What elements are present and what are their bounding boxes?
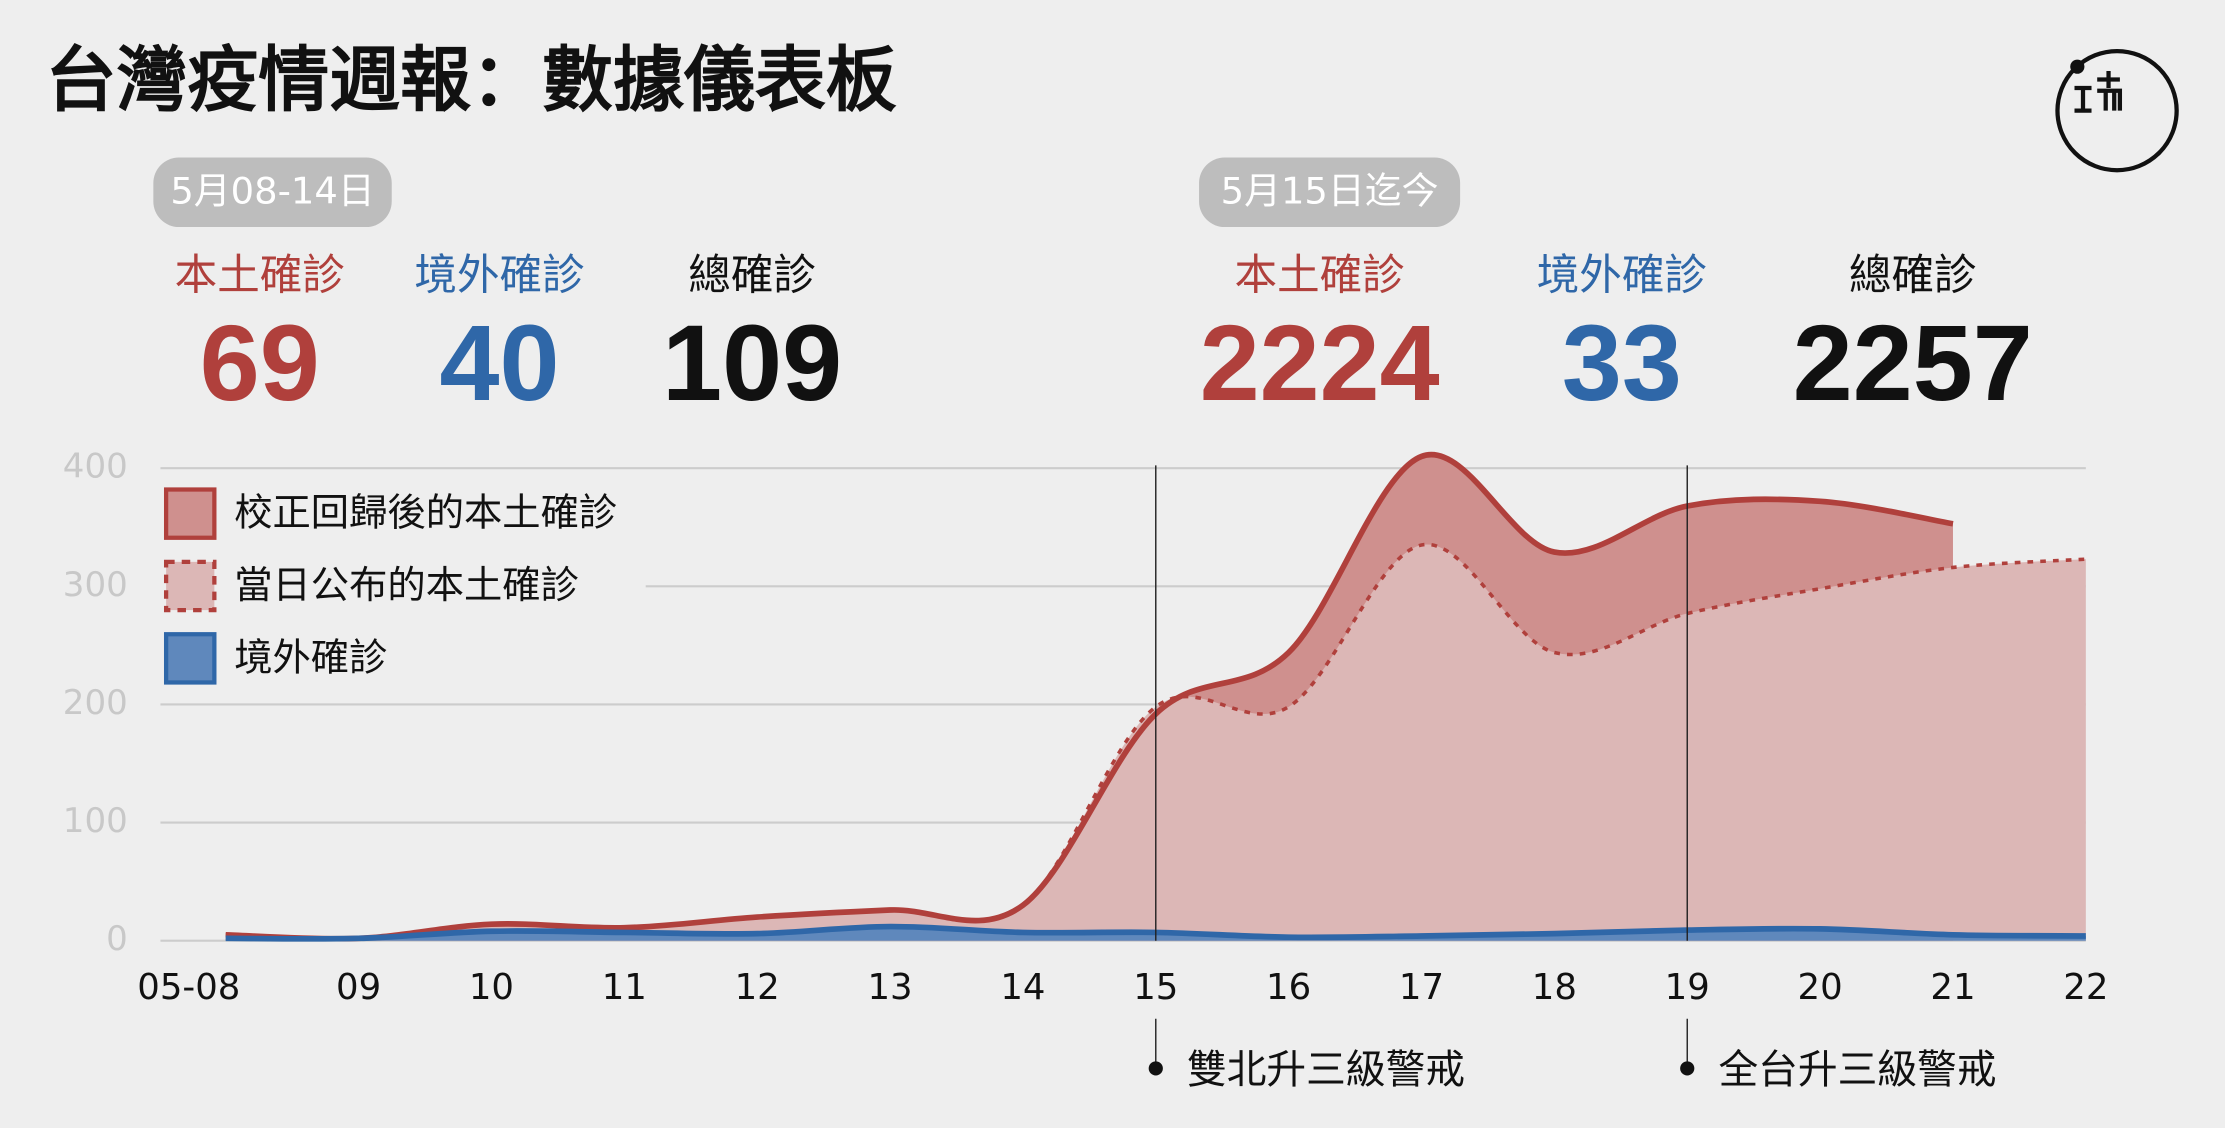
x-tick-label: 10 <box>469 967 514 1008</box>
x-tick-label: 16 <box>1266 967 1311 1008</box>
event-dot <box>1680 1061 1695 1076</box>
stat-value: 109 <box>662 302 842 423</box>
stat-label: 本土確診 <box>1235 251 1405 301</box>
y-tick-label: 300 <box>63 565 128 605</box>
period-pill <box>153 157 392 228</box>
legend-swatch <box>163 632 217 685</box>
y-tick-label: 0 <box>106 919 128 959</box>
x-tick-label: 13 <box>867 967 912 1008</box>
stat-label: 境外確診 <box>1537 251 1707 301</box>
x-tick-label: 09 <box>336 967 381 1008</box>
y-tick-label: 400 <box>63 447 128 487</box>
x-tick-label: 15 <box>1133 967 1178 1008</box>
stat-value: 2257 <box>1793 302 2033 423</box>
annotation: 全台升三級警戒 <box>1718 1047 1996 1093</box>
title: 台灣疫情週報：數據儀表板 <box>46 39 897 122</box>
legend-bg <box>149 473 646 701</box>
y-tick-label: 200 <box>63 683 128 723</box>
logo-dot <box>2070 59 2085 74</box>
logo-circle <box>2055 48 2179 173</box>
x-tick-label: 11 <box>602 967 647 1008</box>
period-label: 5月08-14日 <box>170 169 374 212</box>
line <box>225 451 1954 942</box>
event-dot <box>1148 1061 1163 1076</box>
x-tick-label: 22 <box>2063 967 2108 1008</box>
stat-label: 總確診 <box>1849 251 1977 301</box>
logo <box>2055 48 2179 173</box>
x-tick-label: 05-08 <box>137 967 240 1008</box>
x-tick-label: 18 <box>1532 967 1577 1008</box>
x-tick-label: 14 <box>1000 967 1045 1008</box>
x-tick-label: 21 <box>1930 967 1975 1008</box>
x-tick-label: 19 <box>1665 967 1710 1008</box>
stat-value: 69 <box>200 302 320 423</box>
stat-label: 總確診 <box>688 251 816 301</box>
legend-swatch <box>163 487 217 540</box>
stat-label: 本土確診 <box>175 251 345 301</box>
annotation: 雙北升三級警戒 <box>1187 1047 1465 1093</box>
x-tick-label: 17 <box>1399 967 1444 1008</box>
legend-label: 校正回歸後的本土確診 <box>234 491 617 536</box>
stat-label: 境外確診 <box>414 251 584 301</box>
stat-value: 2224 <box>1200 302 1440 423</box>
period-label: 5月15日迄今 <box>1221 169 1439 212</box>
period-pill <box>1199 157 1461 228</box>
legend-label: 境外確診 <box>234 635 387 680</box>
legend-swatch <box>163 559 217 613</box>
y-tick-label: 100 <box>63 801 128 841</box>
logo-glyph <box>2074 70 2123 113</box>
x-tick-label: 12 <box>735 967 780 1008</box>
stat-value: 40 <box>440 302 560 423</box>
stat-value: 33 <box>1562 302 1682 423</box>
x-tick-label: 20 <box>1798 967 1843 1008</box>
legend-label: 當日公布的本土確診 <box>234 563 579 608</box>
